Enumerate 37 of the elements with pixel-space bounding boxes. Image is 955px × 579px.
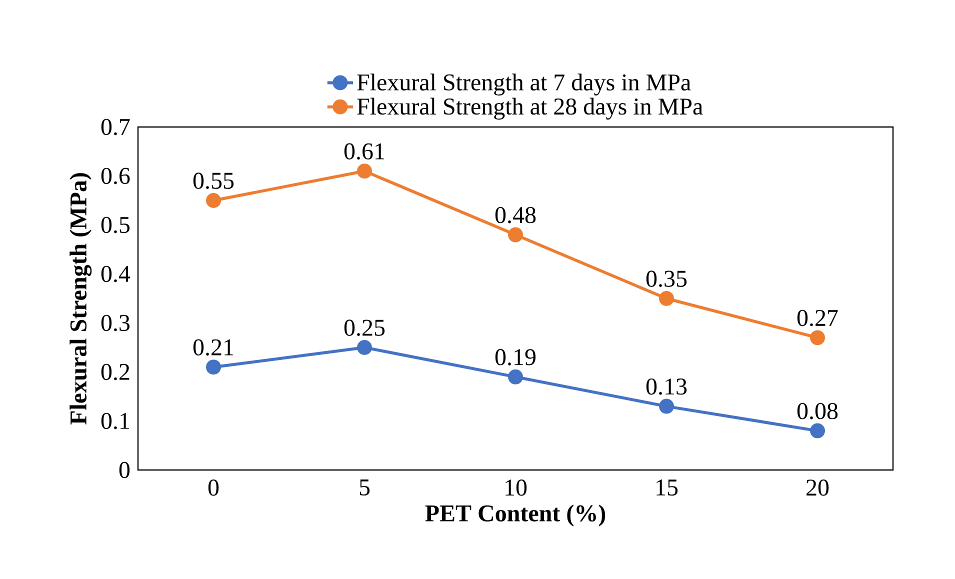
data-label: 0.08	[797, 402, 838, 420]
y-tick-label: 0.2	[101, 364, 130, 380]
point	[810, 423, 826, 438]
point	[206, 193, 221, 208]
point	[508, 369, 524, 384]
y-tick-label: 0.3	[101, 314, 130, 332]
y-tick-label: 0.5	[101, 216, 130, 234]
legend-label: Flexural Strength at 7 days in MPa	[357, 74, 691, 96]
point	[357, 164, 372, 179]
y-tick-label: 0	[119, 462, 130, 478]
y-tick-label: 0.1	[101, 412, 130, 430]
y-tick-label: 0.6	[101, 168, 130, 184]
y-tick-label: 0.4	[101, 266, 130, 282]
legend-label: Flexural Strength at 28 days in MPa	[357, 98, 703, 120]
point	[810, 330, 826, 346]
y-axis-title: Flexural Strength (MPa)	[70, 173, 92, 425]
data-label: 0.48	[495, 206, 536, 224]
x-tick-label: 0	[208, 480, 219, 496]
data-label: 0.13	[646, 378, 687, 395]
data-label: 0.61	[344, 143, 384, 160]
x-tick-label: 15	[656, 480, 678, 496]
y-tick-label: 0.7	[101, 118, 130, 136]
point	[659, 398, 674, 414]
x-axis-title: PET Content (%)	[425, 504, 606, 526]
data-label: 0.55	[193, 172, 234, 189]
point	[357, 340, 372, 355]
x-tick-label: 10	[506, 480, 527, 496]
data-label: 0.27	[797, 310, 838, 326]
data-label: 0.25	[344, 320, 385, 336]
x-tick-label: 20	[806, 480, 829, 496]
data-label: 0.21	[193, 339, 234, 356]
point	[659, 291, 674, 306]
point	[206, 360, 221, 375]
data-label: 0.35	[646, 270, 687, 287]
point	[508, 227, 524, 242]
x-tick-label: 5	[360, 480, 370, 496]
data-label: 0.19	[495, 349, 536, 366]
